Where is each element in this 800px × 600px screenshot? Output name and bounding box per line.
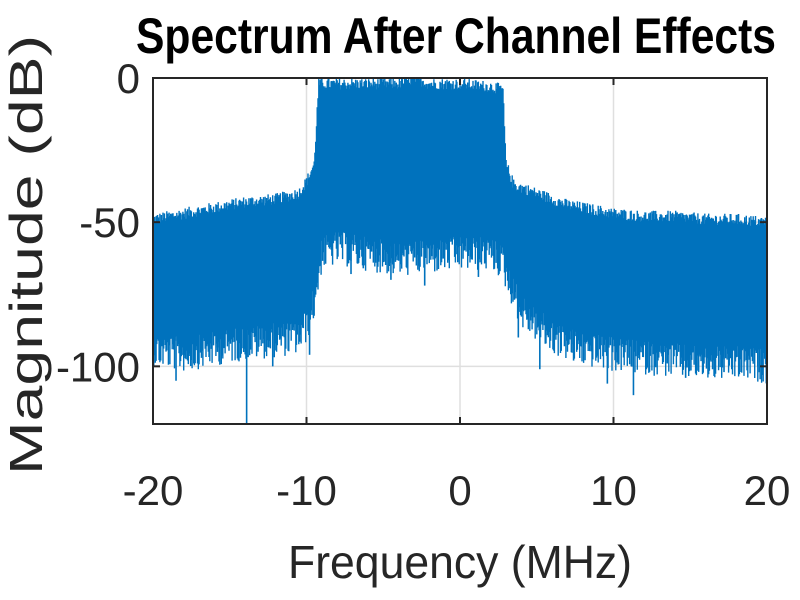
axis-ticks	[152, 77, 768, 424]
x-tick-label: 0	[448, 467, 471, 514]
x-tick-label: -10	[276, 467, 337, 514]
x-axis-label: Frequency (MHz)	[288, 536, 632, 588]
axis-tick-labels: -20 -10 0 10 20-100-500	[56, 55, 790, 514]
y-axis-label: Magnitude (dB)	[0, 35, 52, 475]
x-tick-label: 10	[590, 467, 637, 514]
spectrum-series	[152, 78, 768, 424]
x-tick-label: 20	[744, 467, 791, 514]
chart-title: Spectrum After Channel Effects	[136, 8, 776, 64]
y-tick-label: -50	[79, 199, 140, 246]
x-tick-label: -20	[123, 467, 184, 514]
y-tick-label: 0	[117, 55, 140, 102]
y-tick-label: -100	[56, 343, 140, 390]
